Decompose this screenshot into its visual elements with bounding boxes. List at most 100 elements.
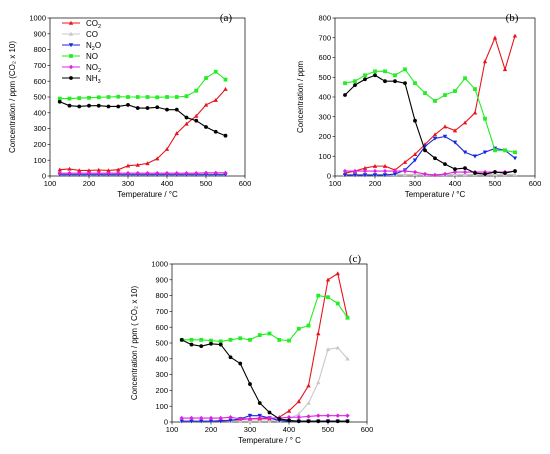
data-point-nh3: [213, 129, 218, 134]
data-point-no2: [257, 415, 262, 421]
y-tick-label: 0: [164, 418, 168, 427]
data-point-co2: [442, 124, 448, 129]
data-point-co2: [412, 152, 418, 157]
data-point-no: [223, 77, 228, 82]
y-tick-label: 400: [33, 108, 46, 117]
data-point-co2: [472, 110, 478, 115]
data-point-nh3: [199, 344, 204, 349]
data-point-no2: [238, 416, 243, 422]
data-point-no2: [145, 170, 150, 176]
data-point-nh3: [223, 133, 228, 138]
data-point-no: [363, 73, 367, 78]
data-point-no2: [452, 169, 458, 175]
data-point-n2o: [472, 154, 478, 159]
data-point-no2: [106, 170, 111, 176]
series-co: [179, 345, 350, 423]
legend-entry-no2: NO2: [62, 63, 101, 74]
legend-marker: [69, 76, 73, 80]
plot-frame: [171, 263, 368, 423]
x-axis-label: Temperature / ° C: [238, 436, 301, 445]
data-point-nh3: [503, 171, 507, 175]
data-point-n2o: [382, 173, 388, 178]
data-point-no2: [228, 415, 233, 420]
data-point-no: [287, 338, 291, 343]
data-point-co2: [135, 162, 140, 167]
series-n2o: [342, 134, 518, 178]
data-point-co2: [223, 86, 228, 91]
y-tick-label: 1000: [29, 14, 46, 23]
x-tick-label: 500: [322, 425, 335, 434]
y-tick-label: 600: [155, 323, 168, 332]
series-no: [57, 69, 228, 101]
data-point-no2: [223, 170, 228, 176]
data-point-no: [413, 81, 417, 86]
data-point-nh3: [287, 418, 291, 423]
data-point-n2o: [482, 150, 488, 155]
data-point-nh3: [135, 106, 140, 110]
data-point-no2: [432, 172, 438, 178]
x-tick-label: 200: [83, 179, 96, 188]
data-point-co2: [306, 383, 311, 388]
y-tick-label: 600: [318, 53, 331, 62]
series-no2: [57, 170, 228, 176]
y-tick-label: 300: [33, 124, 46, 133]
data-point-no: [373, 69, 377, 74]
data-point-no2: [179, 415, 184, 421]
data-point-no2: [184, 170, 189, 176]
panel-b: 100 200 300 400 500 6000100200300400500600700…: [296, 12, 541, 199]
data-point-no: [345, 315, 350, 320]
data-point-co: [257, 419, 262, 423]
series-line-nh3: [181, 339, 348, 422]
data-point-co2: [145, 161, 150, 166]
legend-label: CO: [86, 30, 98, 39]
data-point-nh3: [155, 105, 160, 110]
data-point-nh3: [393, 79, 397, 84]
data-point-co2: [155, 156, 160, 161]
data-point-co2: [382, 163, 388, 168]
data-point-n2o: [452, 140, 458, 145]
data-point-no2: [194, 170, 199, 176]
data-point-co2: [316, 331, 321, 336]
data-point-no: [248, 337, 252, 342]
x-tick-label: 500: [489, 179, 502, 188]
data-point-nh3: [433, 156, 437, 161]
data-point-n2o: [218, 419, 223, 424]
data-point-co: [316, 380, 321, 385]
x-tick-label: 200: [205, 425, 218, 434]
x-tick-label: 100: [166, 425, 179, 434]
legend-marker: [68, 20, 74, 25]
data-point-no: [67, 96, 72, 101]
legend-entry-co2: CO2: [62, 19, 101, 30]
y-tick-label: 400: [155, 354, 168, 363]
data-point-nh3: [403, 81, 407, 86]
data-point-co2: [194, 113, 199, 118]
data-point-co2: [286, 408, 292, 413]
data-point-co2: [77, 168, 82, 173]
series-line-n2o: [345, 135, 516, 176]
data-point-nh3: [218, 342, 223, 347]
data-point-n2o: [372, 173, 378, 178]
data-point-nh3: [257, 401, 262, 405]
data-point-no: [403, 67, 407, 72]
data-point-co2: [86, 168, 92, 173]
y-tick-label: 100: [33, 156, 46, 165]
data-point-nh3: [483, 172, 487, 176]
data-point-nh3: [473, 171, 477, 175]
data-point-no: [343, 81, 347, 86]
data-point-no2: [362, 168, 368, 174]
y-tick-label: 900: [33, 29, 46, 38]
data-point-nh3: [306, 419, 311, 424]
series-line-co2: [344, 35, 516, 174]
data-point-n2o: [512, 156, 518, 161]
data-point-n2o: [432, 136, 438, 141]
data-point-no: [96, 95, 101, 100]
y-tick-label: 0: [42, 172, 46, 181]
data-point-no2: [422, 171, 428, 177]
data-point-no2: [57, 170, 62, 176]
data-point-co2: [106, 168, 111, 173]
data-point-nh3: [493, 170, 497, 174]
data-point-no: [213, 69, 218, 74]
legend-label: NH3: [86, 74, 101, 85]
data-point-no2: [462, 169, 468, 175]
data-point-co: [267, 419, 272, 423]
